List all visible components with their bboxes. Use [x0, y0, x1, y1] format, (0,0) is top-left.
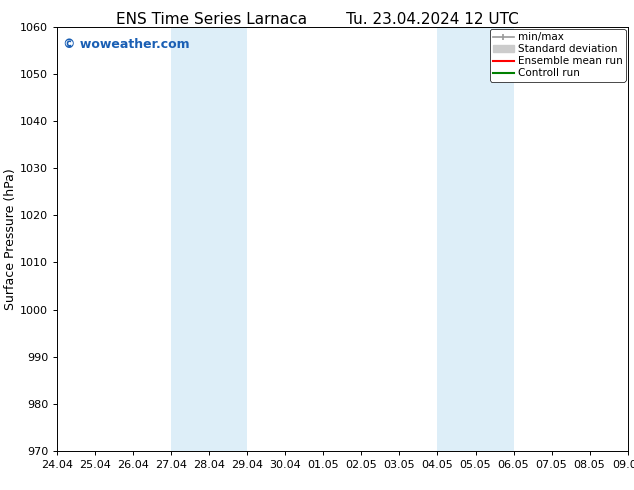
Text: ENS Time Series Larnaca        Tu. 23.04.2024 12 UTC: ENS Time Series Larnaca Tu. 23.04.2024 1… — [115, 12, 519, 27]
Bar — [437, 27, 514, 451]
Text: © woweather.com: © woweather.com — [63, 38, 190, 50]
Bar — [171, 27, 247, 451]
Legend: min/max, Standard deviation, Ensemble mean run, Controll run: min/max, Standard deviation, Ensemble me… — [489, 29, 626, 81]
Y-axis label: Surface Pressure (hPa): Surface Pressure (hPa) — [4, 168, 17, 310]
